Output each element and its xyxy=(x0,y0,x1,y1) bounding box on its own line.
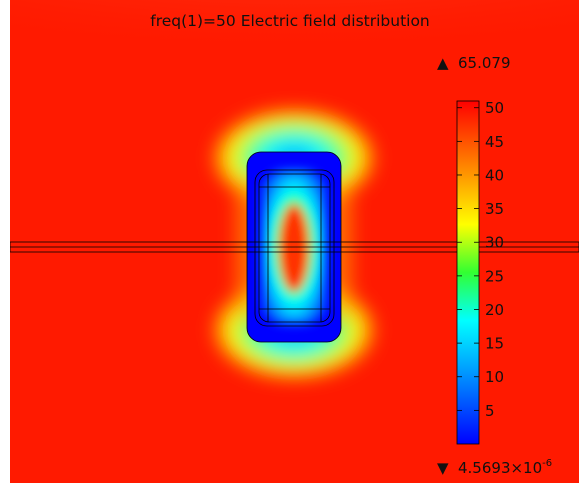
colorbar-tick-label: 35 xyxy=(485,200,504,218)
colorbar-min-label: 4.5693×10-6 xyxy=(458,458,552,477)
horizontal-slab xyxy=(10,241,579,253)
colorbar-ticks: 5 10 15 20 25 30 35 40 45 50 xyxy=(457,99,504,420)
colorbar-min-mantissa: 4.5693×10 xyxy=(458,459,542,477)
colorbar: 5 10 15 20 25 30 35 40 45 50 ▲ 65.079 ▼ 4.5693×10… xyxy=(437,54,552,477)
colorbar-gradient xyxy=(456,100,480,445)
colorbar-tick-label: 15 xyxy=(485,335,504,353)
colorbar-tick-label: 45 xyxy=(485,133,504,151)
colorbar-tick-label: 25 xyxy=(485,267,504,285)
top-glow xyxy=(10,0,579,70)
colorbar-max-label: 65.079 xyxy=(458,54,511,72)
colorbar-tick-label: 20 xyxy=(485,301,504,319)
colorbar-tick-label: 10 xyxy=(485,368,504,386)
colorbar-min-marker: ▼ xyxy=(437,459,449,477)
colorbar-tick-label: 5 xyxy=(485,402,495,420)
colorbar-tick-label: 50 xyxy=(485,99,504,117)
colorbar-tick-label: 40 xyxy=(485,166,504,184)
chart-title: freq(1)=50 Electric field distribution xyxy=(150,12,430,30)
colorbar-tick-label: 30 xyxy=(485,234,504,252)
colorbar-max-marker: ▲ xyxy=(437,54,449,72)
colorbar-min-exponent: -6 xyxy=(542,458,552,469)
